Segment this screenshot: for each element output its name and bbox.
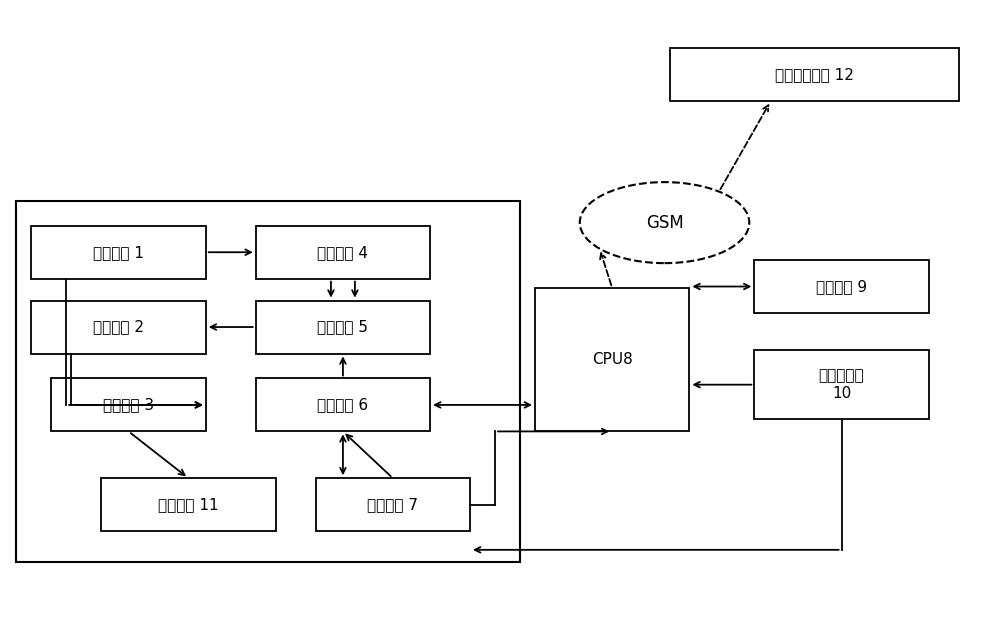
Text: 时钟模块 4: 时钟模块 4 (317, 245, 368, 260)
FancyBboxPatch shape (101, 478, 276, 531)
Text: 传输模块 7: 传输模块 7 (367, 497, 418, 512)
FancyBboxPatch shape (256, 379, 430, 431)
FancyBboxPatch shape (51, 379, 206, 431)
Text: CPU8: CPU8 (592, 352, 633, 367)
FancyBboxPatch shape (31, 300, 206, 354)
FancyBboxPatch shape (31, 226, 206, 279)
Text: 通讯接口 6: 通讯接口 6 (317, 398, 369, 413)
FancyBboxPatch shape (670, 48, 959, 101)
FancyBboxPatch shape (316, 478, 470, 531)
FancyBboxPatch shape (754, 351, 929, 419)
Text: 存储模块 9: 存储模块 9 (816, 279, 867, 294)
FancyBboxPatch shape (256, 300, 430, 354)
FancyBboxPatch shape (256, 226, 430, 279)
Text: 常通供电 1: 常通供电 1 (93, 245, 144, 260)
FancyBboxPatch shape (754, 260, 929, 313)
Text: 远程监测终端 12: 远程监测终端 12 (775, 67, 854, 82)
Text: 气压传感器
10: 气压传感器 10 (819, 369, 864, 401)
Text: 电池监控 5: 电池监控 5 (317, 319, 368, 334)
Text: 可断供电 2: 可断供电 2 (93, 319, 144, 334)
Text: 升压模块 3: 升压模块 3 (103, 398, 154, 413)
FancyBboxPatch shape (535, 288, 689, 431)
FancyBboxPatch shape (16, 201, 520, 562)
Text: GSM: GSM (646, 213, 683, 232)
Text: 监测仪器 11: 监测仪器 11 (158, 497, 219, 512)
